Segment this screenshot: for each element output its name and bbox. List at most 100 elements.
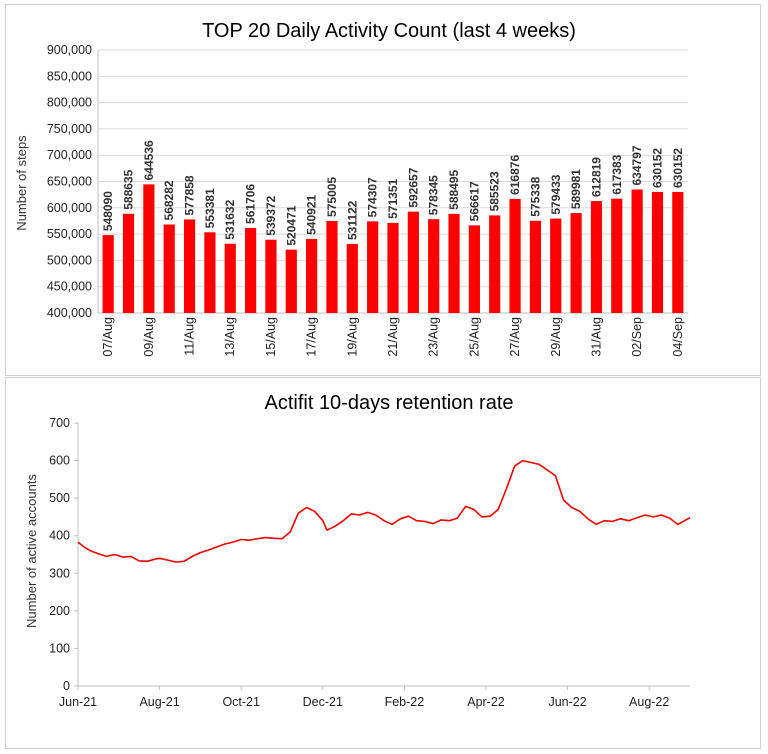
bar-ytick-label: 500,000 <box>47 253 92 267</box>
line-ytick-label: 100 <box>49 641 70 655</box>
bar <box>367 221 379 313</box>
line-chart-title: Actifit 10-days retention rate <box>264 392 513 414</box>
bar-xtick-label: 23/Aug <box>427 317 441 357</box>
bar-data-label: 588495 <box>447 169 461 209</box>
bar-data-label: 575005 <box>325 177 339 217</box>
bar <box>631 189 643 313</box>
line-ytick-label: 200 <box>49 604 70 618</box>
line-ytick-label: 400 <box>49 529 70 543</box>
bar-ytick-label: 850,000 <box>47 69 92 83</box>
bar <box>122 213 135 313</box>
bar-data-label: 568282 <box>162 180 176 220</box>
bar-data-label: 539372 <box>264 195 278 235</box>
bar <box>102 235 114 313</box>
bar-data-label: 575338 <box>528 176 542 216</box>
bar <box>468 225 480 313</box>
bar <box>672 191 684 313</box>
bar-ytick-label: 750,000 <box>47 122 92 136</box>
bar-data-label: 630152 <box>650 148 664 188</box>
bar <box>489 215 501 313</box>
bar-chart-panel: TOP 20 Daily Activity Count (last 4 week… <box>5 4 761 376</box>
bar-xtick-label: 25/Aug <box>467 317 481 357</box>
bar-data-label: 571351 <box>386 179 400 219</box>
line-chart: Actifit 10-days retention rate Number of… <box>24 392 691 709</box>
line-ytick-label: 700 <box>49 416 70 430</box>
line-xtick-label: Oct-21 <box>222 695 260 709</box>
bar-ytick-label: 400,000 <box>47 306 92 320</box>
bar <box>163 224 175 313</box>
bar-xtick-label: 31/Aug <box>589 317 603 357</box>
bar-data-label: 585523 <box>488 171 502 211</box>
bar-data-label: 630152 <box>671 148 685 188</box>
bar-ytick-label: 700,000 <box>47 148 92 162</box>
bar-data-label: 553381 <box>203 188 217 228</box>
bar <box>428 219 440 313</box>
bar-xtick-label: 29/Aug <box>549 317 563 357</box>
bar-data-label: 634797 <box>630 145 644 185</box>
bar-data-label: 578345 <box>427 175 441 215</box>
bar-ytick-label: 800,000 <box>47 96 92 110</box>
bar-data-label: 548090 <box>101 191 115 231</box>
bar-xtick-label: 17/Aug <box>305 317 319 357</box>
bar <box>306 238 318 313</box>
bar-data-label: 574307 <box>366 177 380 217</box>
line-chart-panel: Actifit 10-days retention rate Number of… <box>5 377 761 749</box>
line-ytick-label: 500 <box>49 491 70 505</box>
bar-data-label: 589981 <box>569 169 583 209</box>
bar <box>326 220 338 313</box>
line-xtick-label: Apr-22 <box>467 695 505 709</box>
bar-data-label: 566617 <box>467 181 481 221</box>
bar-data-label: 520471 <box>284 205 298 245</box>
bar-data-label: 616876 <box>508 155 522 195</box>
bar-ytick-label: 650,000 <box>47 175 92 189</box>
line-ytick-label: 0 <box>63 679 70 693</box>
bar <box>448 213 460 313</box>
bar <box>570 213 582 313</box>
bar-xtick-label: 13/Aug <box>223 317 237 357</box>
bar-data-label: 644536 <box>142 140 156 180</box>
line-ytick-label: 300 <box>49 566 70 580</box>
line-chart-ylabel: Number of active accounts <box>24 474 39 628</box>
bar-chart-ylabel: Number of steps <box>14 135 29 231</box>
bar-data-label: 540921 <box>305 195 319 235</box>
bar-data-label: 531632 <box>223 199 237 239</box>
bar-data-label: 579433 <box>549 174 563 214</box>
bar-ytick-label: 450,000 <box>47 280 92 294</box>
bar-data-label: 592657 <box>406 167 420 207</box>
bar <box>550 218 562 313</box>
bar-xtick-label: 11/Aug <box>183 317 197 356</box>
bar-chart: TOP 20 Daily Activity Count (last 4 week… <box>14 20 688 357</box>
bar <box>244 227 257 313</box>
bar-data-label: 577858 <box>183 175 197 215</box>
retention-series-line <box>77 459 691 563</box>
bar <box>407 211 419 313</box>
bar-xtick-label: 21/Aug <box>386 317 400 357</box>
line-xtick-label: Feb-22 <box>385 695 425 709</box>
bar <box>651 191 664 313</box>
bar <box>183 219 196 313</box>
bar-xtick-label: 02/Sep <box>630 317 644 357</box>
bar-chart-title: TOP 20 Daily Activity Count (last 4 week… <box>202 20 576 42</box>
bar <box>224 243 236 313</box>
line-xtick-label: Dec-21 <box>303 695 343 709</box>
bar-ytick-label: 550,000 <box>47 227 92 241</box>
bar-data-label: 612819 <box>589 157 603 197</box>
bar-ytick-label: 600,000 <box>47 201 92 215</box>
bar-data-label: 561706 <box>244 184 258 224</box>
bar <box>590 201 603 313</box>
bar-data-label: 588635 <box>122 169 136 209</box>
bar-data-label: 617383 <box>610 154 624 194</box>
bar <box>346 244 358 313</box>
bar-xtick-label: 04/Sep <box>671 317 685 357</box>
bar <box>529 220 542 313</box>
bar-xtick-label: 19/Aug <box>345 317 359 357</box>
line-xtick-label: Jun-22 <box>548 695 586 709</box>
bar-data-label: 531122 <box>345 200 359 240</box>
bar <box>387 222 399 313</box>
bar <box>265 239 277 313</box>
line-xtick-label: Aug-22 <box>629 695 669 709</box>
bar <box>611 198 623 313</box>
line-xtick-label: Jun-21 <box>59 695 97 709</box>
bar-xtick-label: 15/Aug <box>264 317 278 357</box>
bar <box>204 232 216 313</box>
